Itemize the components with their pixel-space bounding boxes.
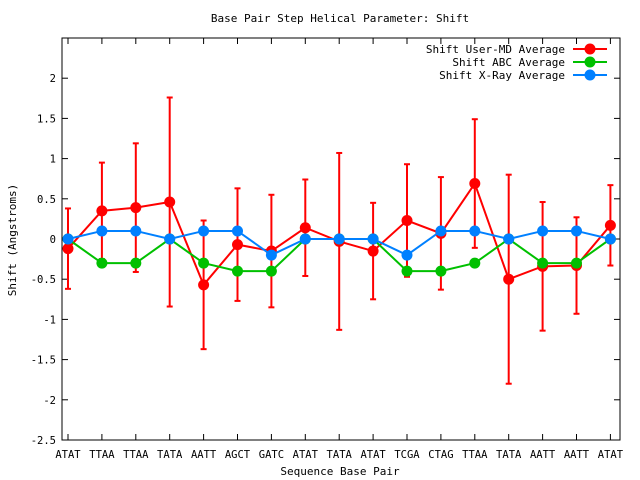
data-point xyxy=(537,257,549,269)
y-tick-label: -1.5 xyxy=(31,355,56,367)
x-tick-label: ATAT xyxy=(360,449,386,461)
data-point xyxy=(198,225,210,237)
data-point xyxy=(96,205,108,217)
data-point xyxy=(198,279,210,291)
data-point xyxy=(164,233,176,245)
data-point xyxy=(604,233,616,245)
data-point xyxy=(571,225,582,237)
data-point xyxy=(299,222,311,234)
data-point xyxy=(130,257,142,269)
legend-label: Shift User-MD Average xyxy=(426,43,565,56)
x-tick-label: AATT xyxy=(530,449,556,461)
legend-label: Shift ABC Average xyxy=(452,56,565,69)
data-point xyxy=(232,265,243,277)
x-axis-label: Sequence Base Pair xyxy=(280,465,400,478)
x-tick-label: TTAA xyxy=(462,449,488,461)
x-tick-label: TATA xyxy=(496,449,522,461)
y-tick-label: -1 xyxy=(43,314,56,326)
data-point xyxy=(62,243,74,255)
legend-marker xyxy=(584,56,596,68)
data-point xyxy=(401,215,413,227)
data-point xyxy=(164,196,176,208)
y-tick-label: -2.5 xyxy=(31,435,56,447)
y-tick-label: -2 xyxy=(43,395,56,407)
data-point xyxy=(469,225,481,237)
x-tick-label: GATC xyxy=(259,449,284,461)
x-tick-label: AGCT xyxy=(225,449,251,461)
y-tick-label: 1.5 xyxy=(37,113,56,125)
data-point xyxy=(265,265,277,277)
data-point xyxy=(96,257,108,269)
y-axis-label: Shift (Angstroms) xyxy=(6,184,19,297)
legend-entry-2: Shift ABC Average xyxy=(452,56,607,69)
legend-marker xyxy=(584,69,596,81)
y-tick-label: 1 xyxy=(50,154,56,166)
data-point xyxy=(367,233,379,245)
y-tick-label: 2 xyxy=(50,73,56,85)
data-point xyxy=(130,225,142,237)
x-tick-label: AATT xyxy=(564,449,590,461)
plot-area: -2.5 -2 -1.5 -1 -0.5 0 0.5 1 1.5 2 ATAT TTAA TTAA TAT… xyxy=(31,37,624,461)
data-point xyxy=(299,233,311,245)
data-point xyxy=(130,202,142,214)
x-tick-label: ATAT xyxy=(598,449,624,461)
data-point xyxy=(96,225,108,237)
data-point xyxy=(604,219,616,231)
y-tick-label: -0.5 xyxy=(31,274,56,286)
x-tick-label: TTAA xyxy=(123,449,149,461)
legend-entry-1: Shift User-MD Average xyxy=(426,43,607,56)
data-point xyxy=(401,249,413,261)
data-point xyxy=(435,225,447,237)
data-point xyxy=(265,249,277,261)
data-point xyxy=(198,257,210,269)
data-point xyxy=(435,265,447,277)
data-point xyxy=(503,273,515,285)
y-tick-label: 0 xyxy=(50,234,56,246)
data-point xyxy=(503,233,515,245)
x-tick-label: AATT xyxy=(191,449,217,461)
data-point xyxy=(537,225,549,237)
x-tick-label: ATAT xyxy=(55,449,81,461)
data-point xyxy=(367,245,379,257)
data-point xyxy=(469,257,481,269)
data-point xyxy=(571,257,582,269)
x-tick-label: CTAG xyxy=(428,449,453,461)
x-tick-label: ATAT xyxy=(293,449,319,461)
chart-title: Base Pair Step Helical Parameter: Shift xyxy=(211,12,469,25)
data-point xyxy=(469,178,481,190)
series-3 xyxy=(62,225,616,261)
y-tick-label: 0.5 xyxy=(37,194,56,206)
data-point xyxy=(232,239,243,251)
data-point xyxy=(232,225,243,237)
x-tick-label: TCGA xyxy=(394,449,420,461)
legend-label: Shift X-Ray Average xyxy=(439,69,565,82)
x-tick-label: TATA xyxy=(327,449,353,461)
data-point xyxy=(401,265,413,277)
x-tick-label: TTAA xyxy=(89,449,115,461)
data-point xyxy=(62,233,74,245)
legend-entry-3: Shift X-Ray Average xyxy=(439,69,607,82)
legend-marker xyxy=(584,43,596,55)
data-point xyxy=(333,233,345,245)
x-tick-label: TATA xyxy=(157,449,183,461)
